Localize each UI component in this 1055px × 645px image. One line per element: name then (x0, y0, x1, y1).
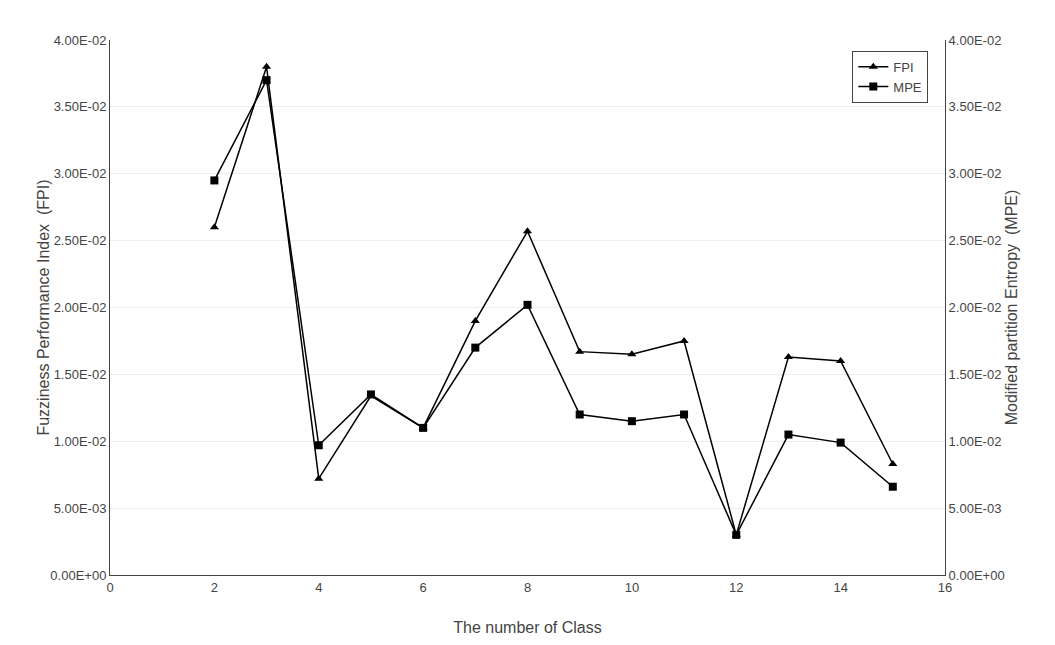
svg-text:5.00E-03: 5.00E-03 (949, 501, 1002, 516)
svg-text:12: 12 (729, 580, 743, 595)
svg-text:The number of Class: The number of Class (453, 619, 602, 636)
svg-text:4.00E-02: 4.00E-02 (949, 33, 1002, 48)
svg-text:3.00E-02: 3.00E-02 (949, 166, 1002, 181)
svg-text:3.50E-02: 3.50E-02 (949, 99, 1002, 114)
svg-text:1.50E-02: 1.50E-02 (949, 367, 1002, 382)
svg-text:3.00E-02: 3.00E-02 (54, 166, 107, 181)
svg-text:4.00E-02: 4.00E-02 (54, 33, 107, 48)
svg-text:6: 6 (420, 580, 427, 595)
svg-text:8: 8 (524, 580, 531, 595)
svg-text:10: 10 (625, 580, 639, 595)
svg-text:Fuzziness Performance Index (: Fuzziness Performance Index (FPI) (35, 179, 52, 435)
svg-text:1.50E-02: 1.50E-02 (54, 367, 107, 382)
svg-text:1.00E-02: 1.00E-02 (949, 434, 1002, 449)
svg-text:2.00E-02: 2.00E-02 (949, 300, 1002, 315)
svg-text:4: 4 (315, 580, 322, 595)
svg-text:1.00E-02: 1.00E-02 (54, 434, 107, 449)
svg-text:Modified partition Entropy (M: Modified partition Entropy (MPE) (1003, 190, 1020, 426)
svg-text:0.00E+00: 0.00E+00 (50, 568, 106, 583)
svg-text:2.50E-02: 2.50E-02 (949, 233, 1002, 248)
svg-text:16: 16 (938, 580, 952, 595)
svg-text:0.00E+00: 0.00E+00 (949, 568, 1005, 583)
svg-text:2.00E-02: 2.00E-02 (54, 300, 107, 315)
svg-text:5.00E-03: 5.00E-03 (54, 501, 107, 516)
svg-text:3.50E-02: 3.50E-02 (54, 99, 107, 114)
svg-text:14: 14 (833, 580, 847, 595)
svg-text:2.50E-02: 2.50E-02 (54, 233, 107, 248)
svg-text:2: 2 (211, 580, 218, 595)
svg-text:MPE: MPE (893, 80, 922, 95)
svg-text:0: 0 (106, 580, 113, 595)
svg-text:FPI: FPI (893, 60, 913, 75)
